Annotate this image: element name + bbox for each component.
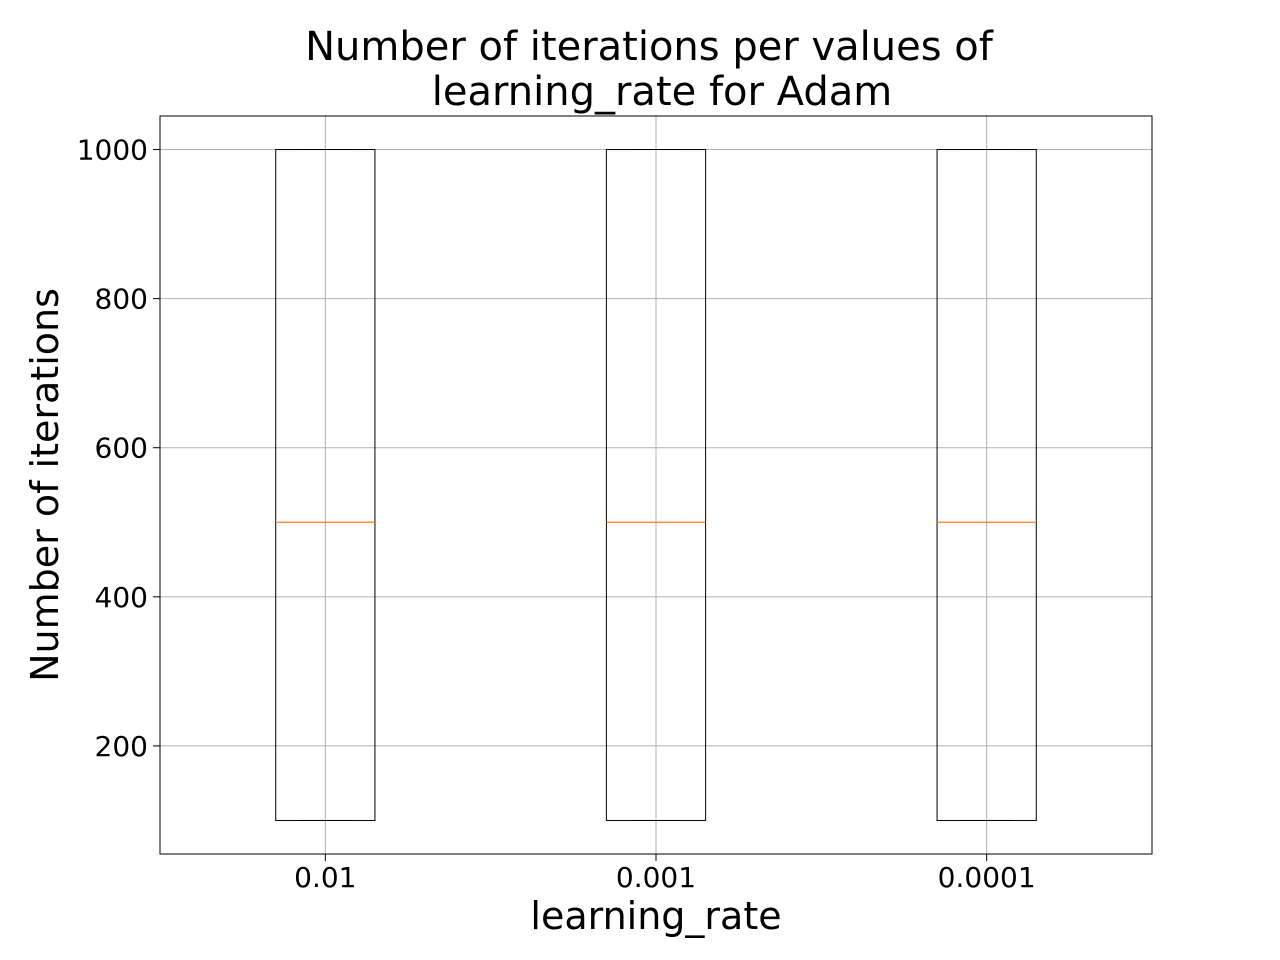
x-tick-label: 0.001	[616, 861, 696, 894]
plot-area-frame	[159, 115, 1153, 855]
box-iqr	[936, 149, 1037, 821]
x-tick-label: 0.0001	[938, 861, 1036, 894]
box-0.0001	[936, 149, 1037, 821]
box-series	[275, 149, 1037, 821]
chart-title-line-1: Number of iterations per values of	[305, 24, 994, 70]
x-axis-label: learning_rate	[530, 894, 781, 938]
grid-lines	[160, 116, 1152, 854]
y-tick-label: 800	[95, 283, 148, 316]
y-tick-label: 600	[95, 432, 148, 465]
box-iqr	[605, 149, 707, 821]
box-0.01	[275, 149, 376, 821]
box-iqr	[275, 149, 376, 821]
x-tick-label: 0.01	[294, 861, 356, 894]
tick-labels: 200 400 600 800 1000 0.01 0.001 0.0001	[77, 134, 1036, 894]
y-tick-label: 200	[95, 730, 148, 763]
y-tick-label: 1000	[77, 134, 148, 167]
y-tick-label: 400	[95, 581, 148, 614]
box-0.001	[605, 149, 707, 821]
chart-title-line-2: learning_rate for Adam	[432, 69, 892, 115]
y-axis-label: Number of iterations	[23, 288, 67, 682]
